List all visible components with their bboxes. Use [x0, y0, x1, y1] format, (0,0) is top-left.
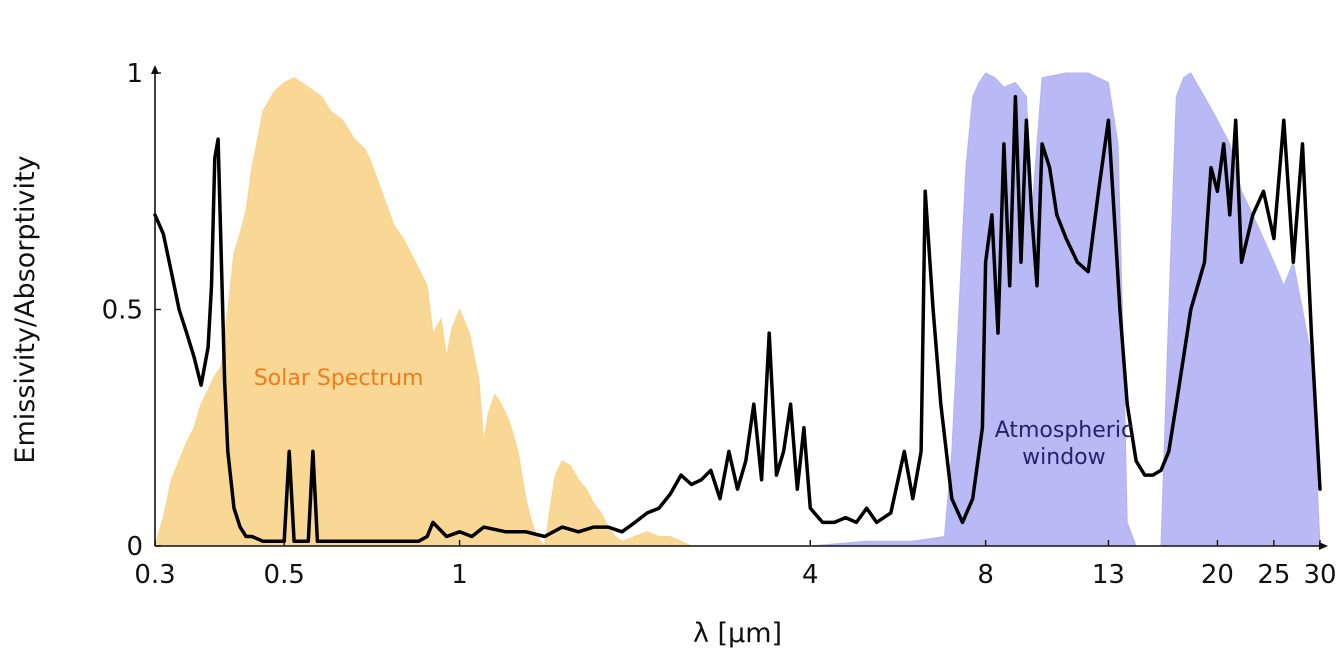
x-tick-label: 20 — [1201, 560, 1234, 590]
annotation-solar: Solar Spectrum — [254, 366, 424, 391]
x-tick-label: 25 — [1257, 560, 1290, 590]
x-tick-label: 4 — [802, 560, 819, 590]
annotation-layer: Solar Spectrum Atmospheric window — [254, 366, 1133, 470]
annotation-atm: Atmospheric window — [995, 418, 1133, 470]
x-axis-title: λ [μm] — [693, 618, 782, 649]
axes-layer: 0.3 0.5 1 4 8 13 20 25 30 0 0.5 1 — [102, 59, 1337, 590]
x-tick-label: 30 — [1303, 560, 1336, 590]
x-tick-label: 8 — [977, 560, 994, 590]
labels-layer: λ [μm] Emissivity/Absorptivity — [10, 155, 782, 649]
annotation-line: window — [1022, 445, 1105, 470]
y-tick-label: 0.5 — [102, 296, 143, 326]
emissivity-line — [153, 94, 1322, 544]
x-tick-label: 1 — [451, 560, 468, 590]
atmosphere-area — [810, 72, 1321, 547]
solar-area — [154, 77, 702, 548]
x-tick-label: 0.3 — [134, 560, 175, 590]
annotation-line: Solar Spectrum — [254, 366, 424, 391]
y-tick-label: 0 — [126, 532, 143, 562]
annotation-line: Atmospheric — [995, 418, 1133, 443]
y-axis-title: Emissivity/Absorptivity — [10, 155, 41, 463]
x-tick-label: 0.5 — [264, 560, 305, 590]
series-layer — [153, 72, 1322, 548]
x-tick-label: 13 — [1092, 560, 1125, 590]
y-tick-label: 1 — [126, 59, 143, 89]
